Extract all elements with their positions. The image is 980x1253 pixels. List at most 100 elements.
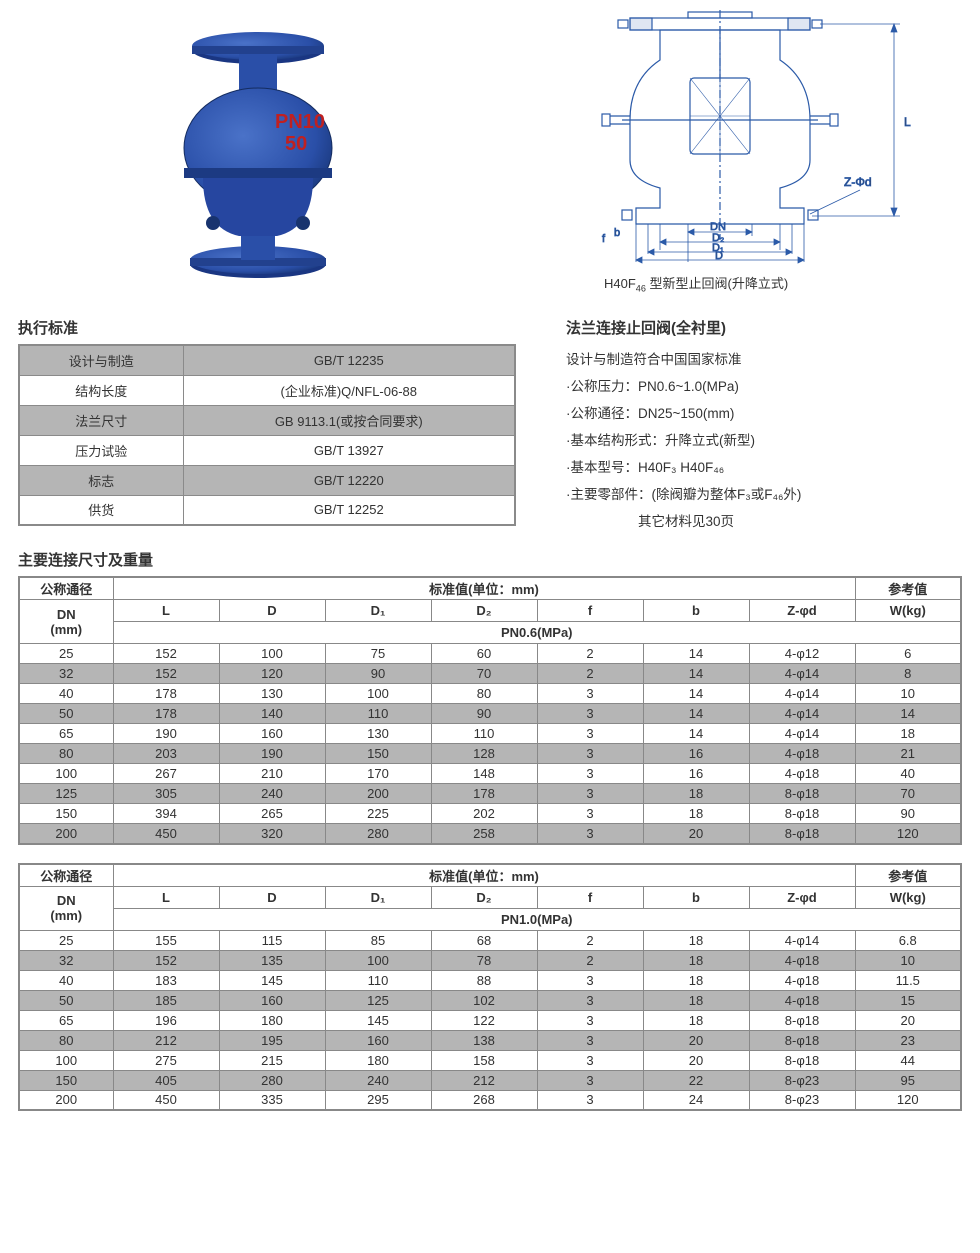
- cell: 4-φ14: [749, 664, 855, 684]
- cell: 70: [431, 664, 537, 684]
- cell: 90: [325, 664, 431, 684]
- cell: 14: [643, 724, 749, 744]
- th-pn: PN1.0(MPa): [113, 908, 961, 930]
- cell: 65: [19, 724, 113, 744]
- cell: 3: [537, 990, 643, 1010]
- cell: 3: [537, 1070, 643, 1090]
- cell: 170: [325, 764, 431, 784]
- cell: 195: [219, 1030, 325, 1050]
- th-stdvals: 标准值(单位：mm): [113, 577, 855, 600]
- cell: 3: [537, 784, 643, 804]
- cell: 3: [537, 804, 643, 824]
- cell: 6.8: [855, 930, 961, 950]
- cell: 95: [855, 1070, 961, 1090]
- spec-line: ·基本型号：H40F₃ H40F₄₆: [566, 454, 962, 481]
- cell: 450: [113, 1090, 219, 1110]
- cell: 18: [855, 724, 961, 744]
- cell: 6: [855, 644, 961, 664]
- cell: 135: [219, 950, 325, 970]
- th-stdvals: 标准值(单位：mm): [113, 864, 855, 887]
- dims-title: 主要连接尺寸及重量: [18, 549, 962, 570]
- table-row: 1002672101701483164-φ1840: [19, 764, 961, 784]
- table-row: 2004503202802583208-φ18120: [19, 824, 961, 844]
- cell: 202: [431, 804, 537, 824]
- cell: 148: [431, 764, 537, 784]
- diagram-caption: H40F46 型新型止回阀(升降立式): [554, 273, 788, 294]
- cell: 394: [113, 804, 219, 824]
- cell: 102: [431, 990, 537, 1010]
- cell: 178: [113, 704, 219, 724]
- table-row: 1504052802402123228-φ2395: [19, 1070, 961, 1090]
- th-wkg: W(kg): [855, 886, 961, 908]
- cell: 40: [855, 764, 961, 784]
- th-ref: 参考值: [855, 577, 961, 600]
- cell: 145: [219, 970, 325, 990]
- table-row: 2515210075602144-φ126: [19, 644, 961, 664]
- cell: 267: [113, 764, 219, 784]
- cell: 20: [643, 1030, 749, 1050]
- cell: 4-φ18: [749, 990, 855, 1010]
- cell: 3: [537, 1090, 643, 1110]
- cell: 8-φ18: [749, 784, 855, 804]
- cell: 3: [537, 704, 643, 724]
- cell: 4-φ14: [749, 684, 855, 704]
- specs-title: 法兰连接止回阀(全衬里): [566, 317, 962, 338]
- std-label: 标志: [19, 465, 183, 495]
- cell: 65: [19, 1010, 113, 1030]
- table-row: 2004503352952683248-φ23120: [19, 1090, 961, 1110]
- cell: 3: [537, 824, 643, 844]
- marking-pn: PN10: [275, 111, 325, 133]
- specs-intro: 设计与制造符合中国国家标准: [566, 346, 962, 373]
- technical-diagram: L Z-Φd DN: [560, 10, 930, 265]
- svg-text:b: b: [614, 227, 620, 239]
- cell: 21: [855, 744, 961, 764]
- cell: 78: [431, 950, 537, 970]
- cell: 335: [219, 1090, 325, 1110]
- cell: 125: [325, 990, 431, 1010]
- th-col: Z-φd: [749, 600, 855, 622]
- cell: 268: [431, 1090, 537, 1110]
- cell: 196: [113, 1010, 219, 1030]
- cell: 8: [855, 664, 961, 684]
- th-nominal: 公称通径: [19, 864, 113, 887]
- cell: 190: [113, 724, 219, 744]
- std-label: 供货: [19, 495, 183, 525]
- cell: 14: [643, 704, 749, 724]
- standards-title: 执行标准: [18, 317, 516, 338]
- dim-table-1: 公称通径 标准值(单位：mm) 参考值 DN(mm) LDD₁D₂fbZ-φd …: [18, 576, 962, 845]
- cell: 22: [643, 1070, 749, 1090]
- cell: 100: [19, 764, 113, 784]
- cell: 3: [537, 970, 643, 990]
- cell: 4-φ12: [749, 644, 855, 664]
- cell: 8-φ18: [749, 1050, 855, 1070]
- dim-table-2: 公称通径 标准值(单位：mm) 参考值 DN(mm) LDD₁D₂fbZ-φd …: [18, 863, 962, 1112]
- cell: 2: [537, 930, 643, 950]
- th-col: Z-φd: [749, 886, 855, 908]
- cell: 16: [643, 764, 749, 784]
- std-value: (企业标准)Q/NFL-06-88: [183, 375, 515, 405]
- cell: 8-φ18: [749, 1030, 855, 1050]
- table-row: 3215212090702144-φ148: [19, 664, 961, 684]
- cell: 80: [19, 1030, 113, 1050]
- cell: 160: [219, 724, 325, 744]
- cell: 212: [431, 1070, 537, 1090]
- std-value: GB/T 13927: [183, 435, 515, 465]
- cell: 16: [643, 744, 749, 764]
- cell: 4-φ18: [749, 764, 855, 784]
- spec-line: ·基本结构形式：升降立式(新型): [566, 427, 962, 454]
- cell: 160: [219, 990, 325, 1010]
- svg-text:D: D: [715, 250, 723, 262]
- cell: 140: [219, 704, 325, 724]
- th-nominal: 公称通径: [19, 577, 113, 600]
- cell: 215: [219, 1050, 325, 1070]
- cell: 128: [431, 744, 537, 764]
- cell: 68: [431, 930, 537, 950]
- cell: 18: [643, 804, 749, 824]
- cell: 14: [855, 704, 961, 724]
- cell: 120: [219, 664, 325, 684]
- cell: 20: [855, 1010, 961, 1030]
- cell: 3: [537, 1010, 643, 1030]
- cell: 183: [113, 970, 219, 990]
- th-col: L: [113, 600, 219, 622]
- cell: 138: [431, 1030, 537, 1050]
